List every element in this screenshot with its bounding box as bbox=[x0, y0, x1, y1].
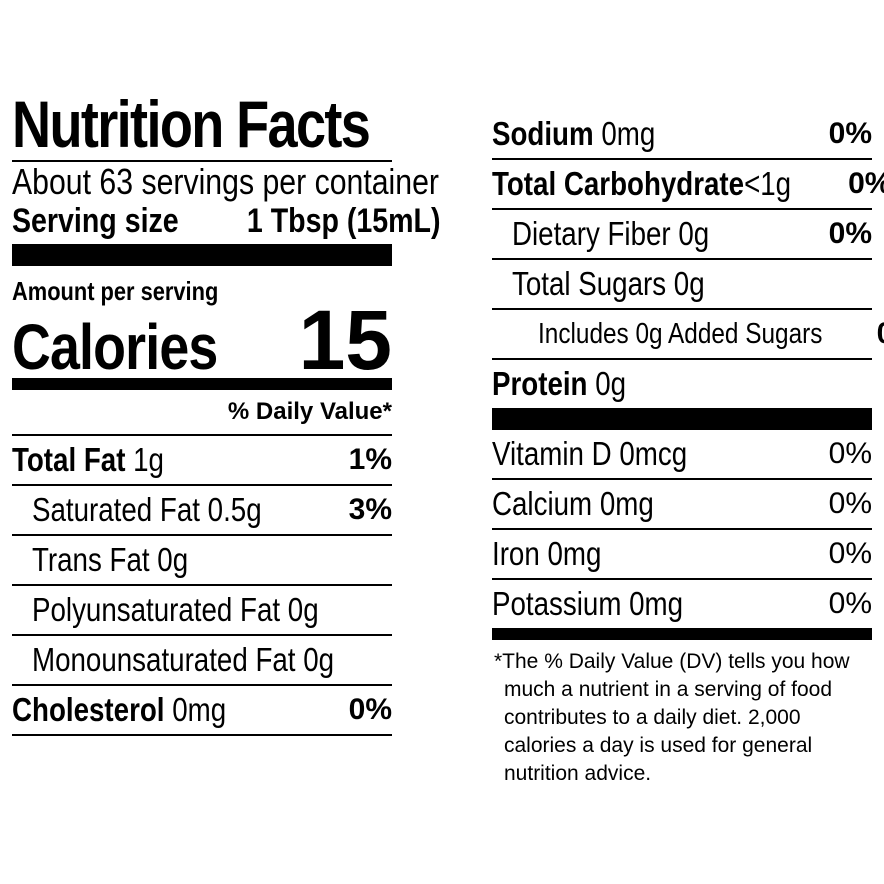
amount-per-serving: Amount per serving bbox=[12, 276, 219, 306]
nutrient-row-saturated-fat: Saturated Fat 0.5g 3% bbox=[12, 486, 392, 536]
nutrient-row-total-carbohydrate: Total Carbohydrate<1g 0% bbox=[492, 160, 884, 210]
daily-value-footnote: *The % Daily Value (DV) tells you how mu… bbox=[494, 650, 850, 785]
thick-divider bbox=[12, 244, 392, 266]
nutrition-left-column: Nutrition Facts About 63 servings per co… bbox=[12, 87, 441, 736]
serving-size-value: 1 Tbsp (15mL) bbox=[247, 202, 441, 240]
vitamin-row-iron: Iron 0mg 0% bbox=[492, 530, 872, 580]
medium-divider bbox=[12, 378, 392, 390]
calories-label: Calories bbox=[12, 311, 218, 383]
nutrient-row-dietary-fiber: Dietary Fiber 0g 0% bbox=[492, 210, 872, 260]
thick-divider bbox=[492, 408, 872, 430]
nutrient-row-monounsaturated-fat: Monounsaturated Fat 0g bbox=[12, 636, 392, 686]
nutrient-row-polyunsaturated-fat: Polyunsaturated Fat 0g bbox=[12, 586, 392, 636]
servings-per-container: About 63 servings per container bbox=[12, 161, 439, 202]
nutrient-row-sodium: Sodium 0mg 0% bbox=[492, 110, 872, 160]
divider bbox=[12, 434, 392, 436]
nutrient-row-trans-fat: Trans Fat 0g bbox=[12, 536, 392, 586]
calories-row: Calories 15 bbox=[12, 293, 392, 387]
vitamin-row-vitamin-d: Vitamin D 0mcg 0% bbox=[492, 430, 872, 480]
calories-value: 15 bbox=[298, 293, 392, 387]
nutrient-row-protein: Protein 0g bbox=[492, 365, 627, 402]
vitamin-row-potassium: Potassium 0mg 0% bbox=[492, 585, 872, 622]
serving-size-label: Serving size bbox=[12, 202, 179, 240]
daily-value-header: % Daily Value* bbox=[227, 398, 392, 425]
medium-divider bbox=[492, 628, 872, 640]
serving-size: Serving size 1 Tbsp (15mL) bbox=[12, 202, 441, 244]
vitamin-row-calcium: Calcium 0mg 0% bbox=[492, 480, 872, 530]
nutrient-row-added-sugars: Includes 0g Added Sugars 0% bbox=[492, 310, 884, 360]
nutrient-row-cholesterol: Cholesterol 0mg 0% bbox=[12, 686, 392, 736]
nutrition-title: Nutrition Facts bbox=[12, 87, 371, 161]
nutrient-row-total-sugars: Total Sugars 0g bbox=[492, 260, 872, 310]
nutrient-row-total-fat: Total Fat 1g 1% bbox=[12, 436, 392, 486]
divider bbox=[12, 160, 392, 162]
nutrition-right-column: Sodium 0mg 0% Total Carbohydrate<1g 0% D… bbox=[492, 110, 884, 788]
